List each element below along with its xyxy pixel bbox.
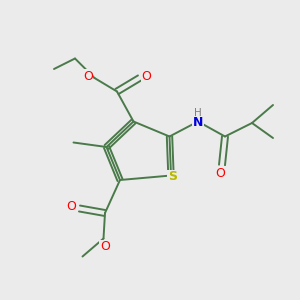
Text: O: O — [83, 70, 93, 83]
Text: O: O — [66, 200, 76, 214]
Text: S: S — [168, 170, 177, 184]
Text: O: O — [141, 70, 151, 83]
Text: H: H — [194, 108, 202, 118]
Text: N: N — [193, 116, 203, 130]
Text: O: O — [100, 240, 110, 254]
Text: O: O — [216, 167, 225, 180]
